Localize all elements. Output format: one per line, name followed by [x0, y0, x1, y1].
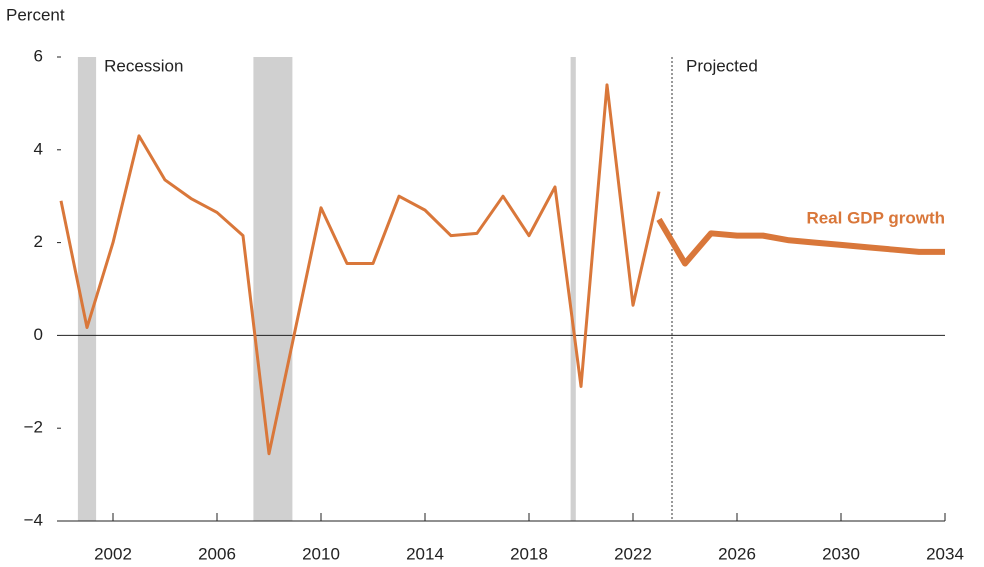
y-tick-label: 4: [34, 139, 43, 158]
recession-band: [253, 57, 293, 521]
series-line: [656, 217, 945, 267]
x-tick-label: 2026: [718, 544, 756, 563]
recession-band: [570, 57, 576, 521]
recession-label: Recession: [104, 56, 183, 75]
y-axis-label: Percent: [6, 5, 65, 24]
series-label: Real GDP growth: [806, 208, 945, 227]
x-tick-label: 2002: [94, 544, 132, 563]
x-tick-label: 2010: [302, 544, 340, 563]
x-tick-label: 2006: [198, 544, 236, 563]
y-tick-label: −2: [24, 418, 43, 437]
series-line: [59, 83, 661, 456]
x-tick-label: 2034: [926, 544, 964, 563]
x-tick-label: 2014: [406, 544, 444, 563]
y-tick-label: 6: [34, 46, 43, 65]
y-tick-label: 2: [34, 232, 43, 251]
projection-label: Projected: [686, 56, 758, 75]
y-tick-label: 0: [34, 325, 43, 344]
x-tick-label: 2018: [510, 544, 548, 563]
recession-band: [77, 57, 97, 521]
x-tick-label: 2022: [614, 544, 652, 563]
y-tick-label: −4: [24, 510, 43, 529]
x-tick-label: 2030: [822, 544, 860, 563]
